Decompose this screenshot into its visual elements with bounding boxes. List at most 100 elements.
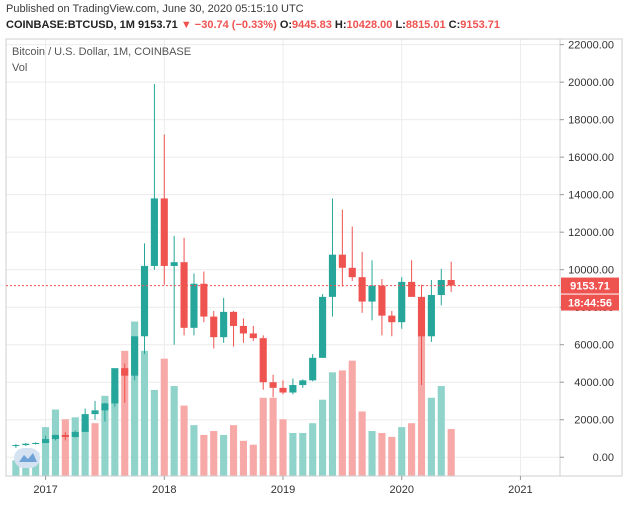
y-tick-label: 12000.00 bbox=[568, 227, 614, 239]
volume-bar bbox=[229, 425, 238, 476]
volume-bar bbox=[210, 431, 218, 476]
y-tick-label: 18000.00 bbox=[568, 115, 614, 127]
x-tick-label: 2021 bbox=[508, 484, 532, 496]
close-value: 9153.71 bbox=[460, 19, 501, 31]
volume-bar bbox=[447, 429, 455, 476]
volume-bar bbox=[180, 405, 188, 476]
countdown-tag-label: 18:44:56 bbox=[568, 298, 612, 310]
candle-body bbox=[91, 410, 99, 415]
grid bbox=[6, 39, 560, 476]
candle-body bbox=[279, 387, 287, 393]
volume-bar bbox=[299, 432, 307, 476]
candle-body bbox=[319, 296, 327, 358]
y-tick-label: 20000.00 bbox=[568, 77, 614, 89]
volume-bar bbox=[408, 423, 416, 476]
x-tick-label: 2019 bbox=[271, 484, 295, 496]
volume-bar bbox=[91, 423, 99, 476]
legend-vol: Vol bbox=[12, 62, 27, 74]
candle-body bbox=[71, 431, 79, 437]
published-line: Published on TradingView.com, June 30, 2… bbox=[6, 3, 304, 15]
volume-bar bbox=[239, 440, 247, 476]
price-tag bbox=[561, 277, 619, 294]
candle-body bbox=[220, 311, 228, 338]
volume-bar bbox=[101, 395, 109, 476]
volume-bar bbox=[269, 397, 277, 476]
volume-bar bbox=[131, 321, 139, 476]
candle-body bbox=[150, 198, 158, 266]
candles bbox=[12, 84, 455, 448]
volume-bar bbox=[358, 411, 366, 476]
volume-bar bbox=[338, 370, 346, 476]
candle-body bbox=[417, 296, 426, 337]
volume-bar bbox=[170, 386, 178, 476]
x-axis: 2017 2018 2019 2020 2021 bbox=[33, 476, 533, 496]
candle-body bbox=[12, 445, 20, 447]
volume-bar bbox=[220, 434, 228, 476]
candle-body bbox=[101, 403, 109, 411]
close-label: C: bbox=[448, 19, 461, 31]
volume-bar bbox=[249, 444, 257, 476]
last-price-line: 9153.71 18:44:56 bbox=[6, 277, 619, 311]
volume-bar bbox=[81, 425, 89, 476]
legend-title: Bitcoin / U.S. Dollar, 1M, COINBASE bbox=[12, 46, 191, 58]
low-label: L: bbox=[395, 19, 406, 31]
countdown-tag bbox=[561, 294, 619, 311]
open-value: 9445.83 bbox=[292, 19, 332, 31]
volume-bar bbox=[417, 325, 426, 476]
volume-bar bbox=[378, 432, 386, 476]
volume-bar bbox=[160, 358, 168, 476]
candle-body bbox=[358, 277, 366, 302]
low-value: 8815.01 bbox=[405, 19, 446, 31]
x-tick-label: 2017 bbox=[33, 484, 57, 496]
candle-body bbox=[42, 439, 50, 443]
volume-bar bbox=[71, 417, 79, 476]
candle-body bbox=[190, 283, 198, 328]
volume-bar bbox=[42, 427, 50, 476]
candle-body bbox=[200, 283, 208, 317]
volume-bar bbox=[121, 350, 129, 476]
candle-body bbox=[239, 325, 247, 334]
volume-bar bbox=[61, 419, 69, 476]
x-tick-label: 2020 bbox=[389, 484, 413, 496]
candle-body bbox=[229, 311, 238, 326]
logo-mountain-icon bbox=[19, 453, 37, 462]
candle-body bbox=[388, 315, 396, 323]
candle-body bbox=[32, 442, 40, 444]
volume-bar bbox=[309, 423, 317, 476]
candle-body bbox=[338, 254, 346, 268]
y-tick-label: 16000.00 bbox=[568, 152, 614, 164]
y-tick-label: 14000.00 bbox=[568, 190, 614, 202]
y-tick-label: 10000.00 bbox=[568, 265, 614, 277]
y-tick-label: 0.00 bbox=[593, 452, 614, 464]
candle-body bbox=[51, 434, 60, 440]
last-price: 9153.71 bbox=[138, 19, 178, 31]
candle-body bbox=[299, 380, 307, 386]
y-tick-label: 2000.00 bbox=[574, 415, 614, 427]
candle-body bbox=[160, 198, 168, 266]
volume-bars bbox=[12, 321, 455, 476]
volume-bar bbox=[348, 360, 356, 476]
volume-bar bbox=[12, 460, 20, 476]
symbol-label: COINBASE:BTCUSD, 1M bbox=[6, 19, 135, 31]
candle-body bbox=[348, 267, 356, 278]
candle-body bbox=[61, 434, 69, 437]
down-arrow-icon: ▼ bbox=[180, 19, 192, 31]
candle-body bbox=[398, 281, 406, 323]
open-label: O: bbox=[279, 19, 293, 31]
volume-bar bbox=[388, 436, 396, 476]
volume-bar bbox=[368, 431, 376, 476]
candle-body bbox=[81, 414, 89, 432]
candle-body bbox=[408, 281, 416, 297]
candle-body bbox=[259, 338, 267, 383]
y-tick-label: 22000.00 bbox=[568, 40, 614, 52]
change-value: −30.74 (−0.33%) bbox=[194, 19, 277, 31]
volume-bar bbox=[140, 350, 149, 476]
candle-body bbox=[309, 357, 317, 381]
volume-bar bbox=[111, 388, 119, 476]
volume-bar bbox=[437, 386, 445, 476]
volume-bar bbox=[190, 425, 198, 476]
candle-body bbox=[328, 254, 337, 297]
candle-body bbox=[140, 265, 149, 337]
